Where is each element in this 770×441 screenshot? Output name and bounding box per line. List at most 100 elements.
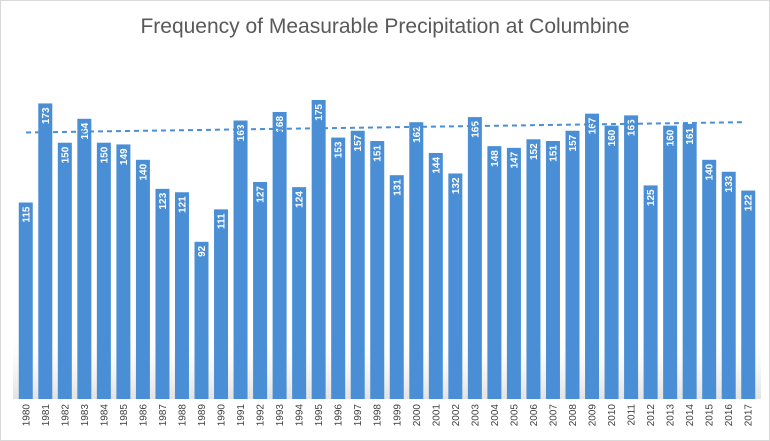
- data-label-2009: 167: [588, 117, 599, 134]
- bar-labels-group: 115 173 150 164 150 149 140 123 121 92 111 163 127 16…: [21, 104, 754, 257]
- data-label-1982: 150: [60, 146, 71, 163]
- x-tick-2003: 2003: [470, 404, 481, 427]
- bar-1985: [116, 144, 131, 399]
- x-tick-1996: 1996: [334, 404, 345, 427]
- bar-1997: [350, 130, 365, 399]
- x-tick-2016: 2016: [724, 404, 735, 427]
- data-label-1988: 121: [177, 196, 188, 213]
- bar-1996: [331, 137, 346, 399]
- bar-2002: [448, 173, 463, 399]
- bar-1999: [389, 175, 404, 399]
- data-label-2012: 125: [646, 189, 657, 206]
- data-label-2017: 122: [744, 194, 755, 211]
- bar-1993: [272, 111, 287, 400]
- bar-2011: [624, 115, 639, 399]
- data-label-2014: 161: [685, 127, 696, 144]
- bar-1994: [292, 187, 307, 399]
- data-label-2000: 162: [412, 126, 423, 143]
- x-tick-1980: 1980: [21, 404, 32, 427]
- bar-1995: [311, 100, 326, 399]
- data-label-2010: 160: [607, 129, 618, 146]
- data-label-1987: 123: [158, 192, 169, 209]
- data-label-1980: 115: [21, 206, 32, 223]
- bar-2014: [682, 123, 697, 400]
- bar-1989: [194, 241, 209, 399]
- x-tick-1987: 1987: [158, 404, 169, 427]
- bar-2008: [565, 130, 580, 399]
- x-tick-1989: 1989: [197, 404, 208, 427]
- bar-1984: [96, 142, 111, 399]
- bar-2017: [741, 190, 756, 399]
- data-label-1995: 175: [314, 104, 325, 121]
- bar-1987: [155, 188, 170, 399]
- x-tick-1990: 1990: [217, 404, 228, 427]
- bar-1980: [18, 202, 33, 399]
- data-label-2015: 140: [705, 163, 716, 180]
- data-label-2011: 166: [627, 119, 638, 136]
- x-tick-1999: 1999: [392, 404, 403, 427]
- bar-1998: [370, 141, 385, 399]
- chart-title: Frequency of Measurable Precipitation at…: [140, 15, 630, 38]
- data-label-1983: 164: [80, 122, 91, 139]
- data-label-1989: 92: [197, 245, 208, 257]
- x-tick-2012: 2012: [646, 404, 657, 427]
- bar-1982: [57, 142, 72, 399]
- bar-2000: [409, 122, 424, 400]
- x-tick-2002: 2002: [451, 404, 462, 427]
- data-label-1993: 168: [275, 116, 286, 133]
- x-tick-2007: 2007: [548, 404, 559, 427]
- x-tick-2009: 2009: [588, 404, 599, 427]
- x-tick-2013: 2013: [666, 404, 677, 427]
- bar-1986: [135, 159, 150, 399]
- bar-1992: [253, 182, 268, 399]
- x-tick-2008: 2008: [568, 404, 579, 427]
- x-tick-1985: 1985: [119, 404, 130, 427]
- bar-1990: [214, 209, 229, 399]
- x-tick-1993: 1993: [275, 404, 286, 427]
- x-tick-2004: 2004: [490, 404, 501, 427]
- data-label-1996: 153: [334, 141, 345, 158]
- x-tick-1995: 1995: [314, 404, 325, 427]
- bar-2005: [506, 147, 521, 399]
- bar-2003: [467, 117, 482, 399]
- x-tick-1991: 1991: [236, 404, 247, 427]
- trendline: [25, 121, 744, 134]
- x-tick-2017: 2017: [744, 404, 755, 427]
- bar-1988: [174, 192, 189, 399]
- data-label-2002: 132: [451, 177, 462, 194]
- bars-group: [18, 100, 756, 400]
- x-tick-1986: 1986: [138, 404, 149, 427]
- data-label-2013: 160: [666, 129, 677, 146]
- bar-2006: [526, 139, 541, 400]
- x-tick-1982: 1982: [60, 404, 71, 427]
- x-tick-2014: 2014: [685, 404, 696, 427]
- x-tick-1997: 1997: [353, 404, 364, 427]
- bar-1981: [38, 103, 53, 400]
- data-label-2001: 144: [431, 157, 442, 174]
- x-tick-1992: 1992: [256, 404, 267, 427]
- data-label-1994: 124: [295, 191, 306, 208]
- data-label-2003: 165: [470, 121, 481, 138]
- bar-2001: [428, 152, 443, 399]
- bar-2010: [604, 125, 619, 399]
- data-label-2007: 151: [548, 145, 559, 162]
- bar-1983: [77, 118, 92, 399]
- bar-2015: [702, 159, 717, 399]
- data-label-2016: 133: [724, 175, 735, 192]
- data-label-1992: 127: [256, 186, 267, 203]
- x-tick-2000: 2000: [412, 404, 423, 427]
- data-label-1986: 140: [138, 163, 149, 180]
- bar-2007: [545, 141, 560, 399]
- x-tick-1998: 1998: [373, 404, 384, 427]
- data-label-1990: 111: [217, 213, 228, 229]
- x-tick-1988: 1988: [177, 404, 188, 427]
- bar-2004: [487, 146, 502, 399]
- x-tick-2010: 2010: [607, 404, 618, 427]
- data-label-2008: 157: [568, 134, 579, 151]
- data-label-1998: 151: [373, 145, 384, 162]
- data-label-1999: 131: [392, 179, 403, 196]
- x-tick-1994: 1994: [295, 404, 306, 427]
- data-label-1981: 173: [41, 107, 52, 124]
